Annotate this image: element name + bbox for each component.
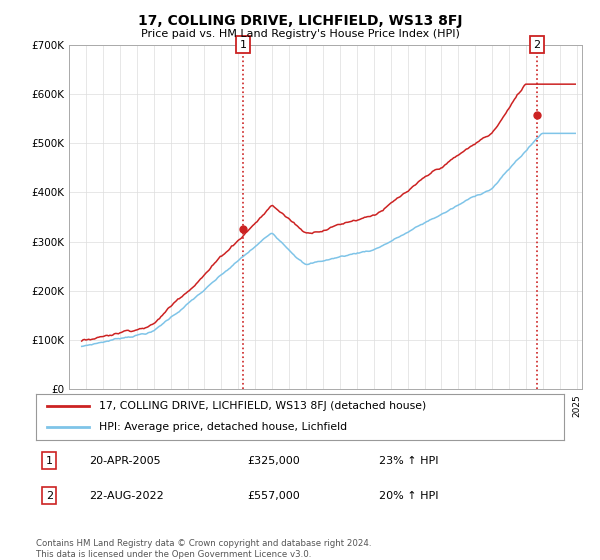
Text: HPI: Average price, detached house, Lichfield: HPI: Average price, detached house, Lich…: [100, 422, 347, 432]
Text: Price paid vs. HM Land Registry's House Price Index (HPI): Price paid vs. HM Land Registry's House …: [140, 29, 460, 39]
Text: £557,000: £557,000: [247, 491, 300, 501]
Point: [532, 111, 542, 120]
Text: 1: 1: [240, 40, 247, 50]
Text: 22-AUG-2022: 22-AUG-2022: [89, 491, 164, 501]
Point: [239, 225, 248, 234]
Text: 23% ↑ HPI: 23% ↑ HPI: [379, 456, 439, 465]
Text: 1: 1: [46, 456, 53, 465]
Text: £325,000: £325,000: [247, 456, 300, 465]
Text: 2: 2: [46, 491, 53, 501]
Text: Contains HM Land Registry data © Crown copyright and database right 2024.
This d: Contains HM Land Registry data © Crown c…: [36, 539, 371, 559]
Text: 20% ↑ HPI: 20% ↑ HPI: [379, 491, 439, 501]
Text: 17, COLLING DRIVE, LICHFIELD, WS13 8FJ: 17, COLLING DRIVE, LICHFIELD, WS13 8FJ: [138, 14, 462, 28]
Text: 17, COLLING DRIVE, LICHFIELD, WS13 8FJ (detached house): 17, COLLING DRIVE, LICHFIELD, WS13 8FJ (…: [100, 401, 427, 411]
Text: 20-APR-2005: 20-APR-2005: [89, 456, 160, 465]
Text: 2: 2: [533, 40, 541, 50]
